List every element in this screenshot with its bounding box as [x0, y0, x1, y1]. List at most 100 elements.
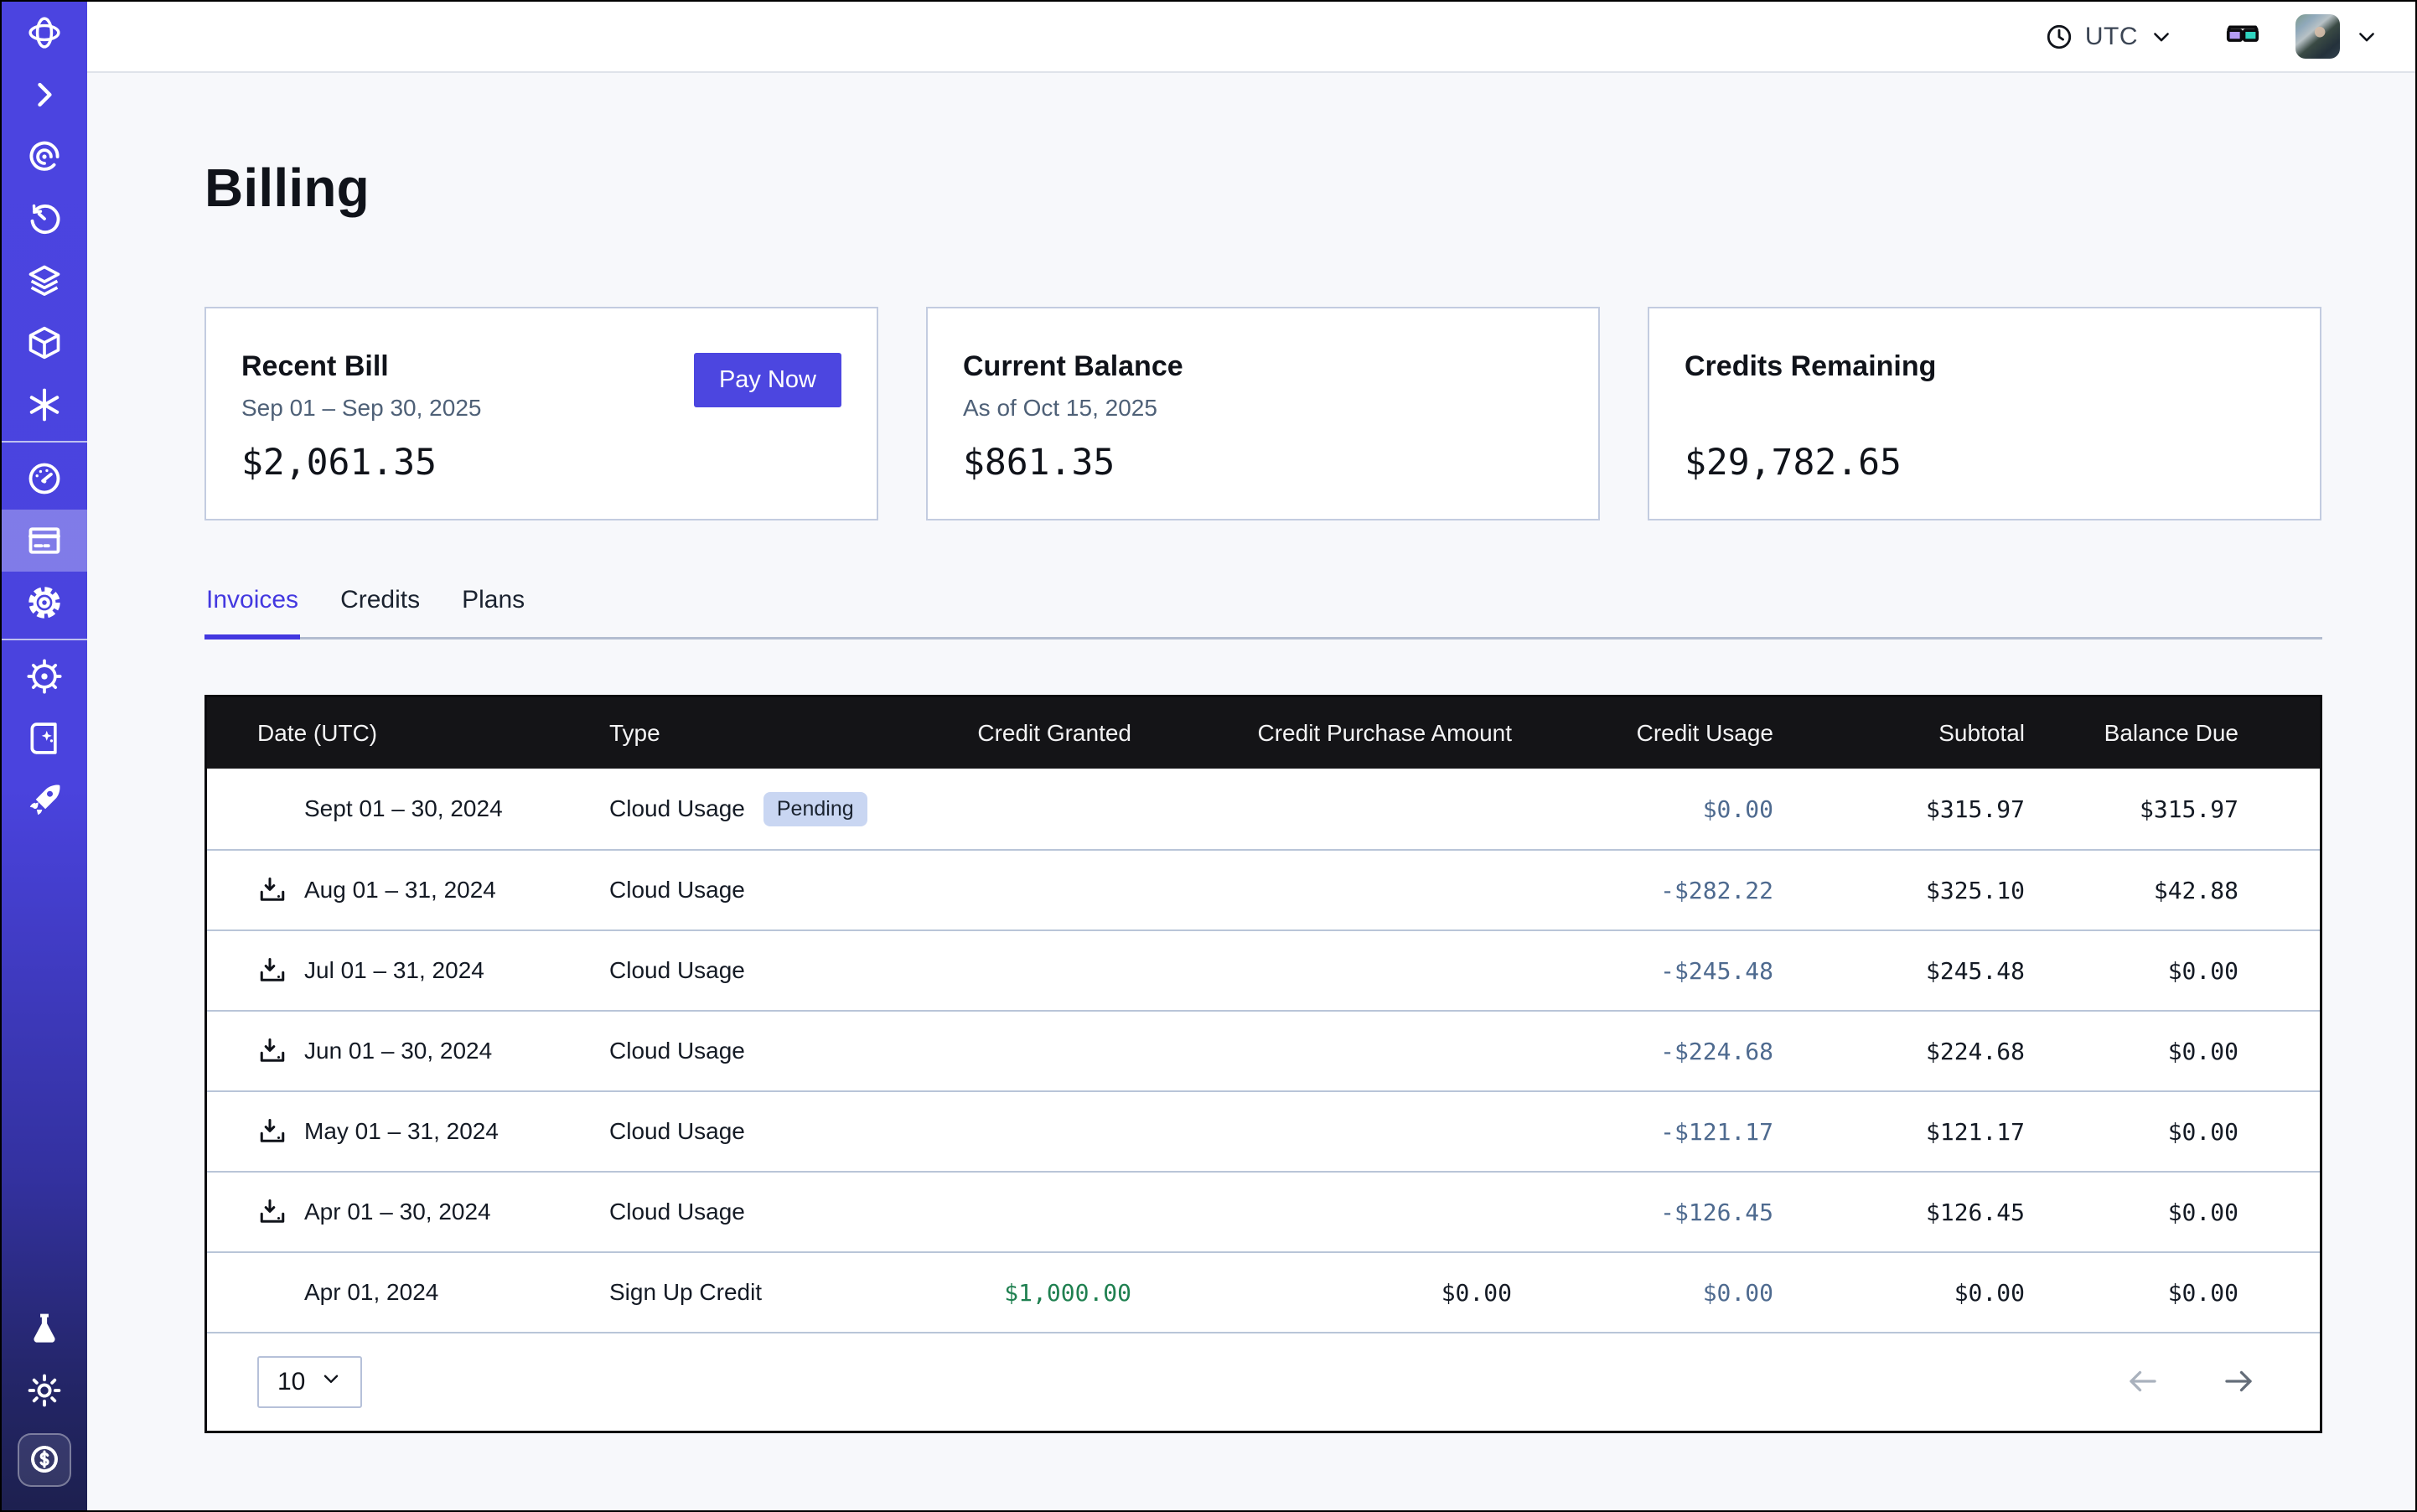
table-row: Apr 01, 2024 Sign Up Credit $1,000.00 $0…: [207, 1251, 2320, 1332]
invoice-type: Cloud Usage: [609, 1118, 745, 1145]
page-size-select[interactable]: 10: [257, 1356, 362, 1408]
column-header-subtotal: Subtotal: [1773, 720, 2025, 747]
invoice-date: May 01 – 31, 2024: [304, 1118, 499, 1145]
balance-due-value: $0.00: [2025, 1199, 2238, 1226]
invoices-table: Date (UTC) Type Credit Granted Credit Pu…: [204, 695, 2322, 1433]
sidebar-item-history[interactable]: [2, 188, 87, 250]
credit-usage-value: $0.00: [1512, 795, 1773, 823]
chevron-right-icon: [26, 76, 63, 113]
arrow-right-icon: [2221, 1364, 2256, 1401]
avatar[interactable]: [2295, 14, 2340, 59]
invoice-type-cell: Sign Up Credit: [609, 1279, 877, 1306]
helm-wheel-icon: [26, 658, 63, 695]
card-amount: $861.35: [963, 442, 1563, 484]
book-sparkle-icon: [26, 720, 63, 757]
download-icon: [257, 1036, 287, 1066]
sidebar-item-functions[interactable]: [2, 374, 87, 436]
balance-due-value: $0.00: [2025, 957, 2238, 985]
credit-card-icon: [26, 522, 63, 559]
download-invoice-button[interactable]: [257, 875, 287, 905]
sidebar: [2, 2, 87, 1510]
invoice-type-cell: Cloud Usage: [609, 957, 877, 984]
sun-icon: [26, 1372, 63, 1409]
download-icon: [257, 1116, 287, 1147]
orbit-logo-icon: [26, 14, 63, 51]
balance-due-value: $42.88: [2025, 877, 2238, 904]
download-invoice-button[interactable]: [257, 1036, 287, 1066]
sidebar-item-docs[interactable]: [2, 707, 87, 769]
subtotal-value: $0.00: [1773, 1279, 2025, 1307]
credits-button[interactable]: [18, 1433, 71, 1487]
credit-usage-value: $0.00: [1512, 1279, 1773, 1307]
sidebar-divider: [2, 441, 87, 443]
3d-glasses-icon: [2223, 15, 2262, 58]
sidebar-item-layers[interactable]: [2, 250, 87, 312]
balance-due-value: $315.97: [2025, 795, 2238, 823]
asterisk-icon: [26, 386, 63, 423]
invoice-date-cell: Sept 01 – 30, 2024: [257, 794, 609, 824]
pager: [2125, 1364, 2256, 1401]
download-invoice-button[interactable]: [257, 1116, 287, 1147]
gear-icon: [26, 584, 63, 621]
card-amount: $29,782.65: [1685, 442, 2285, 484]
download-icon: [257, 875, 287, 905]
cube-icon: [26, 324, 63, 361]
column-header-credit-purchase: Credit Purchase Amount: [1131, 720, 1512, 747]
invoice-type: Cloud Usage: [609, 1199, 745, 1225]
account-menu-button[interactable]: [2355, 25, 2378, 49]
sidebar-item-observe[interactable]: [2, 126, 87, 188]
dollar-badge-icon: [28, 1442, 61, 1478]
gauge-icon: [26, 460, 63, 497]
app-logo[interactable]: [2, 2, 87, 64]
pay-now-button[interactable]: Pay Now: [694, 353, 841, 407]
card-title: Current Balance: [963, 350, 1563, 383]
invoice-date: Apr 01, 2024: [304, 1279, 438, 1306]
tab-invoices[interactable]: Invoices: [204, 586, 300, 639]
subtotal-value: $325.10: [1773, 877, 2025, 904]
credit-usage-value: -$121.17: [1512, 1118, 1773, 1146]
page-size-value: 10: [277, 1368, 305, 1396]
invoice-type: Sign Up Credit: [609, 1279, 762, 1306]
chevron-down-icon: [2150, 25, 2173, 49]
layers-icon: [26, 262, 63, 299]
column-header-balance-due: Balance Due: [2025, 720, 2238, 747]
theater-mode-button[interactable]: [2223, 15, 2262, 58]
sidebar-item-containers[interactable]: [2, 312, 87, 374]
invoice-date: Apr 01 – 30, 2024: [304, 1199, 491, 1225]
sidebar-divider: [2, 639, 87, 640]
app-window: UTC Billing: [2, 2, 2415, 1510]
sidebar-item-dashboard[interactable]: [2, 448, 87, 510]
invoice-type: Cloud Usage: [609, 795, 745, 822]
top-bar: UTC: [87, 2, 2415, 73]
clock-icon: [2045, 23, 2073, 51]
previous-page-button[interactable]: [2125, 1364, 2161, 1401]
tab-plans[interactable]: Plans: [460, 586, 526, 639]
timezone-select[interactable]: UTC: [2045, 23, 2173, 51]
invoice-type-cell: Cloud Usage: [609, 1038, 877, 1064]
credit-usage-value: -$245.48: [1512, 957, 1773, 985]
invoice-date: Jun 01 – 30, 2024: [304, 1038, 492, 1064]
sidebar-item-theme-toggle[interactable]: [2, 1359, 87, 1421]
download-invoice-button[interactable]: [257, 955, 287, 986]
invoice-date-cell: Aug 01 – 31, 2024: [257, 875, 609, 905]
next-page-button[interactable]: [2221, 1364, 2256, 1401]
sidebar-item-settings[interactable]: [2, 572, 87, 634]
current-balance-card: Current Balance As of Oct 15, 2025 $861.…: [926, 307, 1600, 520]
download-invoice-button[interactable]: [257, 1197, 287, 1227]
column-header-type: Type: [609, 720, 877, 747]
arrow-left-icon: [2125, 1364, 2161, 1401]
table-footer: 10: [207, 1332, 2320, 1431]
tab-credits[interactable]: Credits: [339, 586, 422, 639]
sidebar-item-support[interactable]: [2, 645, 87, 707]
download-icon: [257, 955, 287, 986]
sidebar-item-getting-started[interactable]: [2, 769, 87, 831]
balance-due-value: $0.00: [2025, 1118, 2238, 1146]
sidebar-item-expand[interactable]: [2, 64, 87, 126]
summary-cards: Recent Bill Sep 01 – Sep 30, 2025 $2,061…: [204, 307, 2322, 520]
sidebar-item-billing[interactable]: [2, 510, 87, 572]
sidebar-item-labs[interactable]: [2, 1297, 87, 1359]
subtotal-value: $315.97: [1773, 795, 2025, 823]
balance-due-value: $0.00: [2025, 1279, 2238, 1307]
card-title: Credits Remaining: [1685, 350, 2285, 383]
credit-granted-value: $1,000.00: [877, 1279, 1131, 1307]
